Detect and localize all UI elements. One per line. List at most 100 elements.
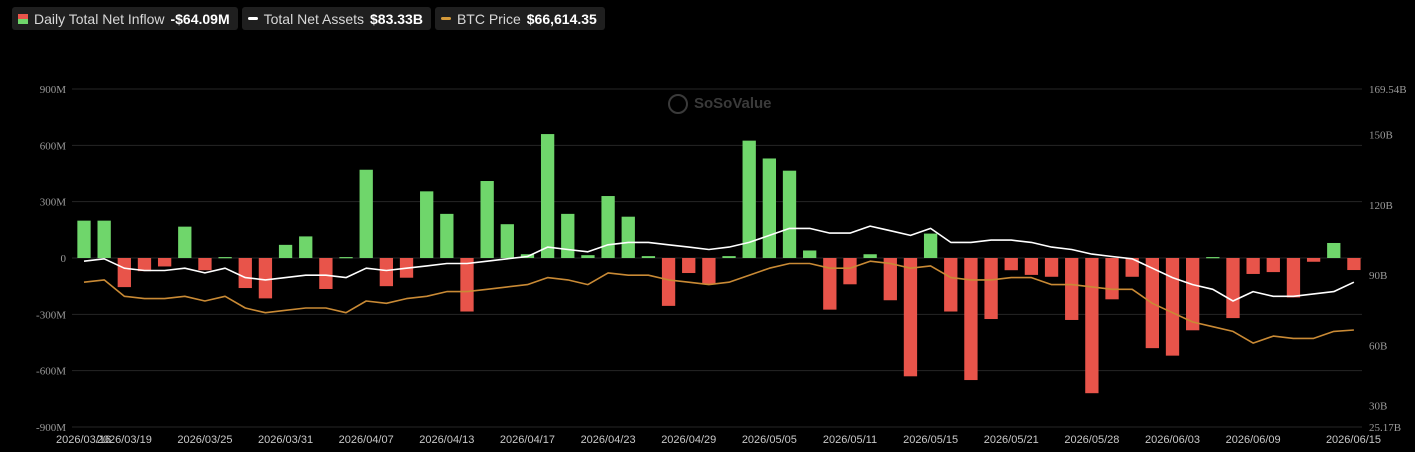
outflow-bar (198, 258, 212, 271)
inflow-bar (803, 250, 817, 258)
inflow-bar (278, 244, 293, 258)
line-swatch-icon (247, 17, 258, 20)
inflow-bar (621, 216, 635, 258)
outflow-bar (843, 258, 857, 285)
legend-label: Total Net Assets (263, 10, 365, 27)
x-axis-tick: 2026/06/15 (1326, 434, 1381, 446)
right-axis-tick: 169.54B (1369, 84, 1407, 96)
inflow-bar (480, 181, 494, 258)
x-axis-tick: 2026/03/31 (258, 434, 313, 446)
outflow-bar (661, 258, 676, 306)
x-axis-tick: 2026/06/03 (1145, 434, 1200, 446)
x-axis-tick: 2026/06/09 (1226, 434, 1281, 446)
outflow-bar (984, 258, 998, 320)
inflow-bar (762, 158, 777, 258)
legend: Daily Total Net Inflow -$64.09M Total Ne… (12, 7, 605, 30)
inflow-bar (500, 224, 514, 258)
outflow-bar (1347, 258, 1361, 271)
x-axis-tick: 2026/03/19 (97, 434, 152, 446)
right-axis-tick: 120B (1369, 200, 1393, 212)
outflow-bar (1004, 258, 1018, 271)
legend-label: BTC Price (456, 10, 521, 27)
line-swatch-icon (440, 17, 451, 20)
watermark-logo: SoSoValue (694, 95, 772, 112)
right-axis-tick: 150B (1369, 130, 1393, 142)
outflow-bar (1024, 258, 1039, 275)
outflow-bar (379, 258, 394, 287)
x-axis-tick: 2026/05/15 (903, 434, 958, 446)
inflow-bar (540, 134, 555, 258)
right-axis-tick: 90B (1369, 270, 1387, 282)
outflow-bar (1306, 258, 1321, 262)
outflow-bar (319, 258, 333, 289)
x-axis-tick: 2026/05/11 (823, 434, 877, 446)
bar-swatch-icon (18, 13, 28, 24)
inflow-bar (561, 213, 575, 258)
inflow-bar (601, 196, 615, 258)
total-net-assets-line (83, 225, 1355, 302)
outflow-bar (238, 258, 252, 289)
inflow-bar (722, 256, 736, 258)
legend-value: $66,614.35 (526, 10, 597, 27)
inflow-bar (178, 226, 192, 258)
inflow-bar (420, 191, 434, 258)
inflow-bar (641, 256, 656, 258)
outflow-bar (682, 258, 696, 274)
inflow-bar (339, 257, 353, 259)
x-axis-tick: 2026/05/21 (984, 434, 1039, 446)
outflow-bar (944, 258, 958, 312)
outflow-bar (117, 258, 131, 288)
x-axis-tick: 2026/05/28 (1064, 434, 1119, 446)
legend-item-btc-price[interactable]: BTC Price $66,614.35 (434, 7, 605, 30)
outflow-bar (1125, 258, 1139, 277)
outflow-bar (964, 258, 978, 381)
inflow-bar (77, 220, 91, 258)
inflow-bar (1327, 242, 1341, 258)
right-axis-tick: 60B (1369, 340, 1387, 352)
outflow-bar (1286, 258, 1301, 298)
watermark-icon (668, 94, 688, 114)
inflow-bar (440, 213, 454, 258)
btc-price-line (83, 260, 1354, 344)
outflow-bar (460, 258, 474, 312)
outflow-bar (883, 258, 897, 301)
outflow-bar (1186, 258, 1200, 331)
inflow-bar (923, 233, 938, 258)
outflow-bar (258, 258, 273, 299)
x-axis-tick: 2026/04/29 (661, 434, 716, 446)
outflow-bar (1065, 258, 1079, 320)
left-axis-tick: -900M (36, 422, 66, 434)
left-axis-tick: -600M (36, 366, 66, 378)
right-axis-tick: 30B (1369, 401, 1387, 413)
legend-value: -$64.09M (170, 10, 230, 27)
x-axis-tick: 2026/04/23 (581, 434, 636, 446)
x-axis-tick: 2026/04/17 (500, 434, 555, 446)
outflow-bar (1266, 258, 1280, 273)
outflow-bar (1165, 258, 1180, 356)
inflow-bar (1206, 257, 1220, 259)
outflow-bar (1226, 258, 1240, 319)
outflow-bar (157, 258, 172, 267)
outflow-bar (137, 258, 152, 272)
legend-value: $83.33B (370, 10, 423, 27)
inflow-bar (97, 220, 111, 258)
inflow-bar (581, 255, 595, 258)
x-axis-tick: 2026/03/16 (56, 434, 111, 446)
outflow-bar (823, 258, 837, 310)
inflow-bar (863, 254, 877, 258)
x-axis-tick: 2026/04/13 (419, 434, 474, 446)
left-axis-tick: 600M (40, 140, 67, 152)
left-axis-tick: 900M (40, 84, 67, 96)
right-axis-tick: 25.17B (1369, 422, 1401, 434)
inflow-bar (218, 257, 232, 259)
left-axis-tick: 300M (40, 197, 67, 209)
x-axis-tick: 2026/04/07 (339, 434, 394, 446)
legend-item-net-assets[interactable]: Total Net Assets $83.33B (241, 7, 431, 30)
inflow-bar (359, 169, 373, 258)
inflow-bar (782, 170, 797, 258)
inflow-bar (299, 236, 313, 258)
outflow-bar (1105, 258, 1119, 300)
legend-item-net-inflow[interactable]: Daily Total Net Inflow -$64.09M (12, 7, 238, 30)
outflow-bar (903, 258, 918, 377)
